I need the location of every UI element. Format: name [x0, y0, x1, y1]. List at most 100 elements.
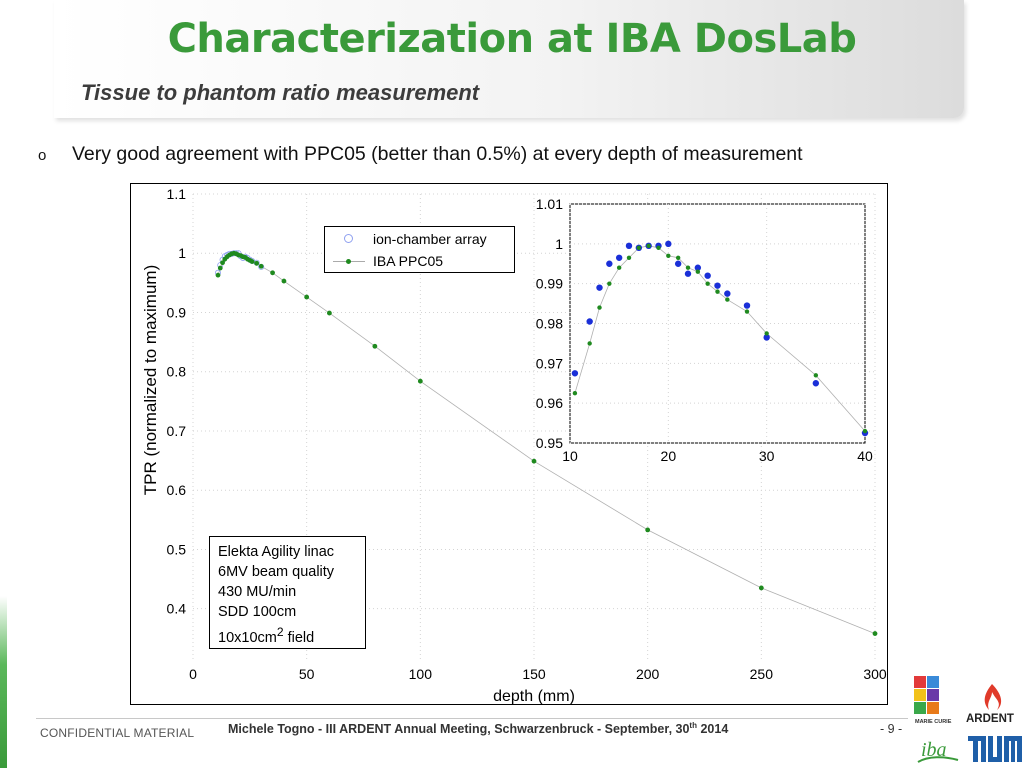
y-tick-label: 1: [555, 236, 563, 252]
beam-info-box: Elekta Agility linac 6MV beam quality 43…: [209, 536, 366, 649]
ppc05-point: [258, 263, 264, 269]
x-tick-label: 300: [863, 666, 887, 682]
x-tick-label: 200: [636, 666, 660, 682]
info-line-beam: 6MV beam quality: [218, 564, 335, 580]
x-tick-label: 100: [409, 666, 433, 682]
fit-curve: [574, 245, 866, 432]
y-tick-label: 0.95: [536, 435, 563, 451]
ppc05-point: [872, 631, 878, 636]
y-tick-label: 0.4: [167, 601, 187, 617]
marie-curie-logo: MARIE CURIE ACTIONS: [914, 676, 952, 725]
y-tick-label: 0.96: [536, 395, 563, 411]
ion-chamber-point: [743, 302, 751, 309]
ppc05-point: [656, 245, 661, 251]
ppc05-point: [813, 373, 819, 378]
ardent-logo: ARDENT: [966, 684, 1014, 725]
x-tick-label: 150: [522, 666, 546, 682]
ion-chamber-point: [606, 260, 613, 267]
tum-logo: [968, 736, 1022, 762]
ion-chamber-point: [665, 240, 672, 248]
y-tick-label: 0.9: [167, 304, 187, 320]
ppc05-point: [281, 278, 287, 284]
ppc05-point: [758, 585, 764, 591]
slide-title: Characterization at IBA DosLab: [167, 16, 857, 62]
info-line-field: 10x10cm2 field: [218, 622, 365, 648]
footer-citation-text: Michele Togno - III ARDENT Annual Meetin…: [228, 722, 690, 737]
svg-text:iba: iba: [921, 739, 947, 761]
x-tick-label: 50: [299, 666, 315, 682]
ppc05-point: [254, 260, 260, 266]
ion-chamber-point: [724, 290, 731, 297]
main-chart: 0 50 100 150 200 250 300 0.4 0.5 0.6 0.7 0.8 0.9 1 1.1…: [141, 186, 887, 704]
plot-area: [569, 203, 866, 444]
y-tick-label: 0.7: [167, 423, 187, 439]
ppc05-point: [607, 281, 612, 286]
legend-open-circle-icon: [344, 234, 353, 243]
field-unit-sup: 2: [276, 625, 284, 639]
ppc05-point: [220, 260, 225, 266]
ion-chamber-point: [625, 242, 633, 250]
ppc05-point: [646, 243, 651, 249]
footer-divider: [36, 718, 908, 719]
svg-text:ARDENT: ARDENT: [966, 713, 1014, 725]
ion-chamber-point: [812, 380, 820, 387]
iba-logo: iba: [917, 739, 959, 763]
y-tick-label: 1: [178, 245, 186, 261]
x-tick-label: 20: [661, 448, 677, 464]
y-tick-label: 1.01: [536, 196, 563, 212]
inset-chart: 10 20 30 40 0.95 0.96 0.97 0.98 0.99 1 1.01: [536, 196, 873, 464]
x-tick-label: 0: [189, 666, 197, 682]
ppc05-point: [695, 269, 701, 274]
page-number: - 9 -: [880, 722, 903, 736]
ion-chamber-point: [674, 260, 682, 267]
legend-item-ppc05: IBA PPC05: [325, 250, 515, 272]
footer-citation-year: 2014: [696, 722, 729, 737]
info-line-rate: 430 MU/min: [218, 584, 297, 600]
legend-label-ion-chamber: ion-chamber array: [373, 231, 487, 247]
ion-chamber-point: [714, 282, 721, 289]
y-tick-label: 0.8: [167, 364, 187, 380]
y-tick-label: 0.98: [536, 316, 563, 332]
ion-chamber-point: [596, 284, 603, 291]
x-tick-label: 250: [750, 666, 774, 682]
legend-dot-icon: [346, 259, 351, 264]
ion-chamber-point: [763, 334, 770, 341]
field-size: 10x10cm: [218, 629, 277, 646]
ppc05-point: [645, 527, 651, 533]
ppc05-point: [764, 331, 769, 336]
y-tick-label: 0.5: [167, 541, 187, 557]
info-line-sdd: SDD 100cm: [218, 604, 297, 620]
ppc05-point: [725, 297, 730, 302]
ppc05-point: [705, 281, 710, 286]
bullet-icon: o: [38, 147, 47, 164]
ppc05-point: [372, 343, 378, 349]
ppc05-point: [626, 255, 632, 260]
legend-item-ion-chamber: ion-chamber array: [325, 228, 515, 250]
footer-citation-sup: th: [689, 721, 697, 730]
side-accent-bar: [0, 596, 7, 768]
ion-chamber-point: [586, 318, 593, 325]
ppc05-point: [417, 378, 423, 384]
ppc05-point: [215, 272, 221, 278]
ppc05-point: [862, 428, 868, 434]
footer-citation: Michele Togno - III ARDENT Annual Meetin…: [228, 721, 728, 736]
legend-label-ppc05: IBA PPC05: [373, 253, 444, 269]
y-tick-label: 1.1: [167, 186, 187, 202]
bullet-point: o Very good agreement with PPC05 (better …: [38, 143, 803, 166]
ppc05-point: [572, 391, 578, 396]
ppc05-point: [249, 259, 255, 264]
field-label: field: [283, 629, 315, 646]
y-tick-label: 0.6: [167, 482, 187, 498]
ppc05-point: [675, 255, 681, 260]
ion-chamber-point: [615, 254, 623, 261]
bullet-text: Very good agreement with PPC05 (better t…: [72, 143, 803, 165]
x-tick-label: 40: [857, 448, 873, 464]
ppc05-point: [270, 270, 275, 276]
ion-chamber-point: [684, 270, 692, 277]
ppc05-point: [531, 458, 537, 464]
ppc05-point: [587, 341, 592, 346]
ppc05-point: [304, 294, 310, 300]
ppc05-point: [327, 310, 332, 316]
ppc05-point: [616, 265, 622, 270]
x-tick-label: 30: [759, 448, 775, 464]
